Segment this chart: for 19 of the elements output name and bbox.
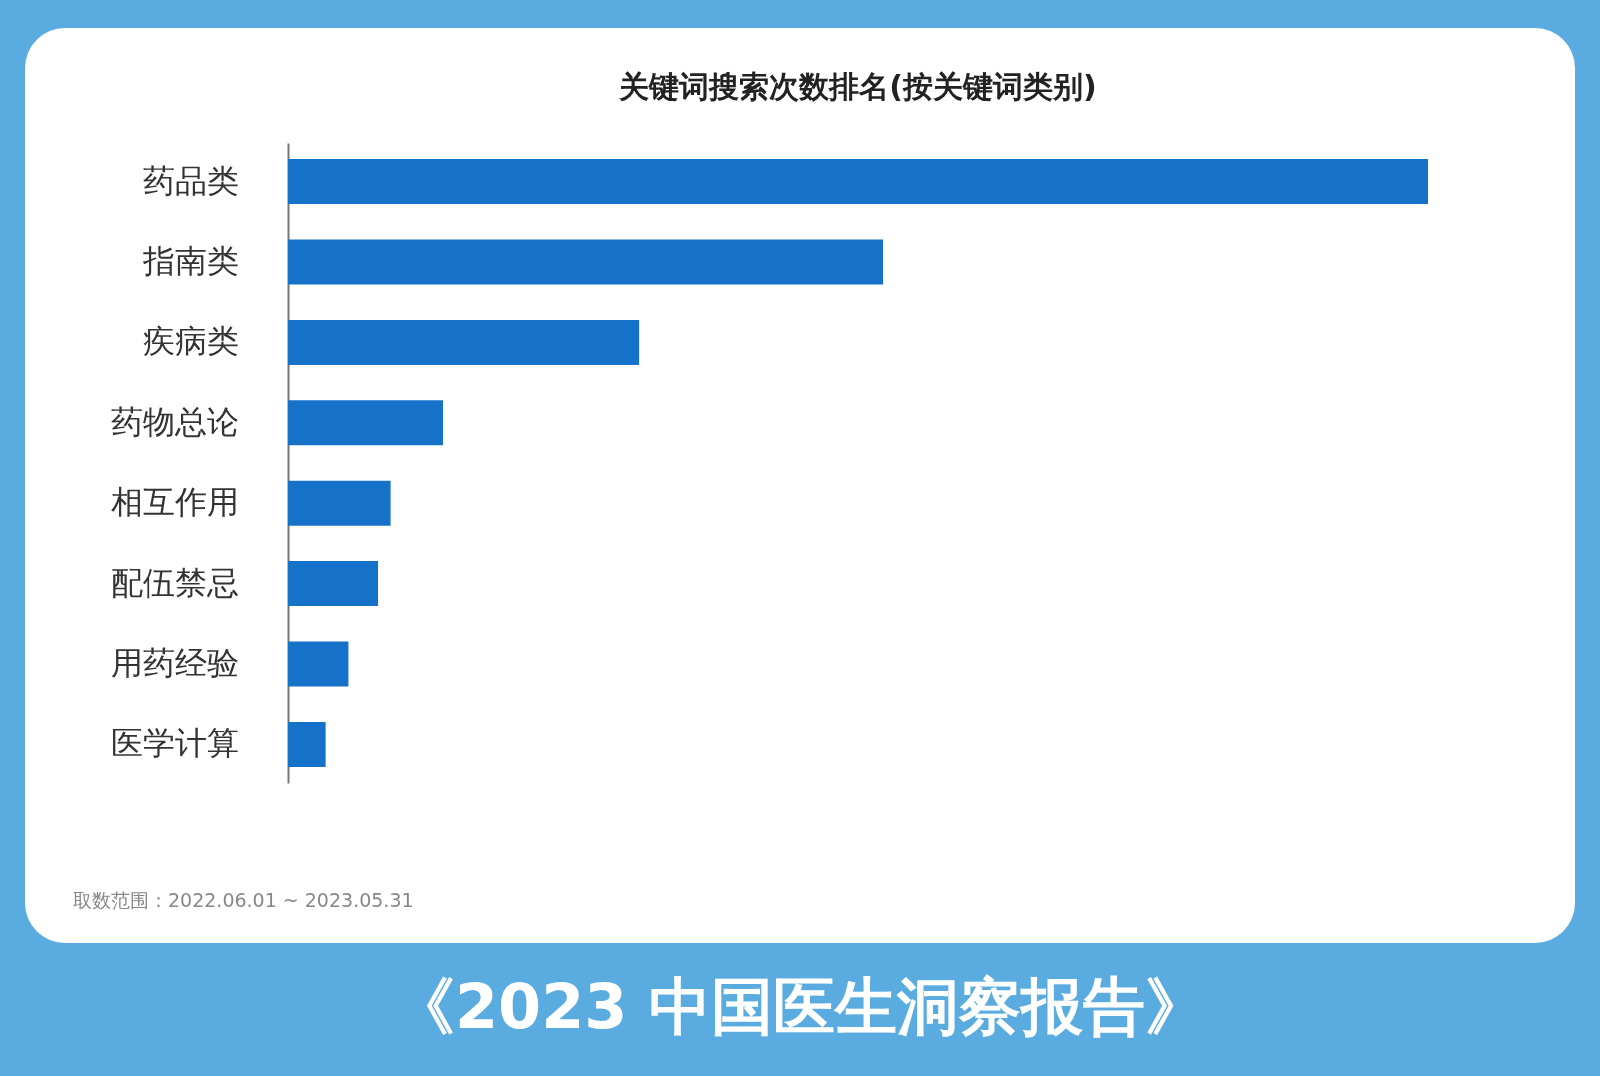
bar: [288, 641, 349, 687]
bar: [288, 400, 444, 446]
y-tick-label: 医学计算: [110, 724, 239, 763]
bar: [288, 319, 640, 365]
y-tick-label: 用药经验: [110, 644, 239, 683]
y-tick-label: 疾病类: [142, 322, 239, 361]
y-tick-label: 药物总论: [110, 402, 239, 441]
y-tick-label: 药品类: [142, 161, 239, 200]
bar: [288, 480, 391, 526]
bar: [288, 239, 884, 285]
y-tick-label: 配伍禁忌: [110, 563, 239, 602]
bar: [288, 159, 1428, 205]
chart-title: 关键词搜索次数排名(按关键词类别): [618, 69, 1097, 104]
bar: [288, 561, 379, 607]
bar: [288, 721, 326, 767]
text: 《2023 中国医生洞察报告》: [391, 969, 1209, 1045]
y-tick-label: 相互作用: [110, 483, 239, 522]
y-tick-label: 指南类: [141, 241, 239, 280]
text: 取数范围：2022.06.01 ~ 2023.05.31: [73, 888, 414, 913]
